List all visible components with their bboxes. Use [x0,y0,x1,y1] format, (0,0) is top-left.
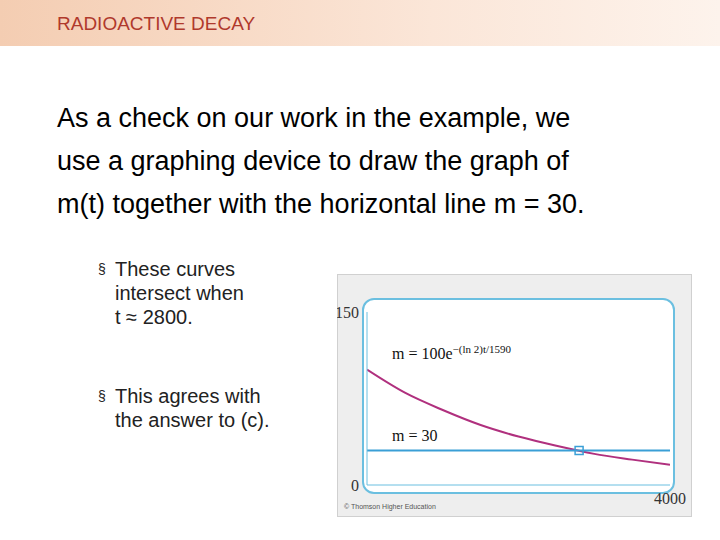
html-text:the answer to (c).: the answer to (c). [115,409,270,431]
html-text:t ≈ 2800.: t ≈ 2800. [115,306,193,328]
html-text:use a graphing device to draw: use a graphing device to draw the graph … [57,146,569,176]
html-text:© Thomson Higher Education: © Thomson Higher Education [344,503,436,510]
svg-text:4000: 4000 [654,490,686,507]
html-text:intersect when: intersect when [115,282,244,304]
html-text:This agrees with: This agrees with [115,385,261,407]
svg-text:150: 150 [337,304,359,321]
html-text:As a check on our work in the: As a check on our work in the example, w… [57,103,571,133]
html-text:m = 100e−(ln 2)t/1590: m = 100e−(ln 2)t/1590 [392,343,511,363]
html-text:m(t) together with the horizon: m(t) together with the horizontal line m… [57,189,585,219]
html-text:These curves: These curves [115,258,236,280]
html-text:m = 30: m = 30 [392,427,438,444]
html-text:RADIOACTIVE DECAY: RADIOACTIVE DECAY [57,13,256,34]
svg-text:0: 0 [351,477,359,494]
